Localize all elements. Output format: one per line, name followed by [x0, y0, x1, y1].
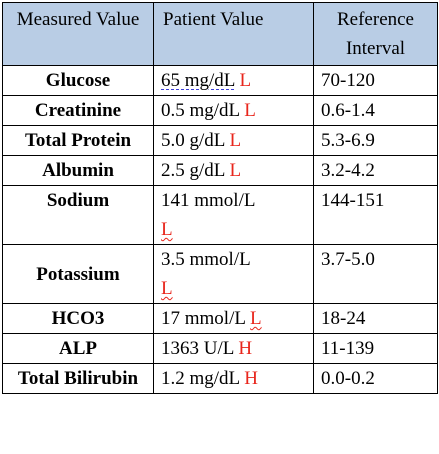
patient-value: 3.5 mmol/L — [161, 249, 251, 270]
lab-results-table: Measured Value Patient Value Reference I… — [2, 2, 438, 394]
analyte-name: Creatinine — [2, 95, 154, 126]
flag-low: L — [229, 130, 242, 151]
reference-interval: 3.7-5.0 — [313, 244, 438, 304]
patient-value-cell: 1363 U/L H — [153, 333, 314, 364]
patient-value: 2.5 g/dL — [161, 160, 225, 181]
flag-low: L — [244, 100, 256, 121]
patient-value: 5.0 g/dL — [161, 130, 225, 151]
reference-interval: 3.2-4.2 — [313, 155, 438, 186]
header-reference-interval: Reference Interval — [313, 2, 438, 66]
analyte-name: ALP — [2, 333, 154, 364]
analyte-name: Potassium — [2, 244, 154, 304]
table-row: Total Bilirubin 1.2 mg/dL H 0.0-0.2 — [2, 363, 438, 394]
table-row: Glucose 65 mg/dL L 70-120 — [2, 65, 438, 96]
analyte-name: HCO3 — [2, 303, 154, 334]
reference-interval: 70-120 — [313, 65, 438, 96]
reference-interval: 11-139 — [313, 333, 438, 364]
reference-interval: 5.3-6.9 — [313, 125, 438, 156]
flag-high: H — [244, 368, 258, 389]
analyte-name: Glucose — [2, 65, 154, 96]
flag-high: H — [238, 338, 253, 359]
header-row: Measured Value Patient Value Reference I… — [2, 2, 438, 66]
header-measured-value: Measured Value — [2, 2, 154, 66]
patient-value-cell: 17 mmol/L L — [153, 303, 314, 334]
patient-value: 1363 U/L — [161, 338, 234, 359]
patient-value-cell: 5.0 g/dL L — [153, 125, 314, 156]
table-row: Albumin 2.5 g/dL L 3.2-4.2 — [2, 155, 438, 186]
patient-value-cell: 1.2 mg/dL H — [153, 363, 314, 394]
patient-value: 17 mmol/L — [161, 308, 246, 329]
patient-value: 65 mg/dL — [161, 70, 235, 91]
patient-value: 0.5 mg/dL — [161, 100, 240, 121]
patient-value: 141 mmol/L — [161, 190, 256, 211]
patient-value-cell: 65 mg/dL L — [153, 65, 314, 96]
patient-value-cell: 2.5 g/dL L — [153, 155, 314, 186]
analyte-name: Total Bilirubin — [2, 363, 154, 394]
flag-low: L — [161, 278, 173, 299]
flag-low: L — [161, 219, 173, 240]
analyte-name: Sodium — [2, 185, 154, 245]
table-row: Creatinine 0.5 mg/dL L 0.6-1.4 — [2, 95, 438, 126]
flag-low: L — [250, 308, 262, 329]
reference-interval: 18-24 — [313, 303, 438, 334]
reference-interval: 0.6-1.4 — [313, 95, 438, 126]
table-row: Sodium 141 mmol/L L 144-151 — [2, 185, 438, 245]
patient-value: 1.2 mg/dL — [161, 368, 240, 389]
table-row: Potassium 3.5 mmol/L L 3.7-5.0 — [2, 244, 438, 304]
patient-value-cell: 3.5 mmol/L L — [153, 244, 314, 304]
patient-value-cell: 141 mmol/L L — [153, 185, 314, 245]
reference-interval: 144-151 — [313, 185, 438, 245]
analyte-name: Albumin — [2, 155, 154, 186]
reference-interval: 0.0-0.2 — [313, 363, 438, 394]
table-row: Total Protein 5.0 g/dL L 5.3-6.9 — [2, 125, 438, 156]
table-row: ALP 1363 U/L H 11-139 — [2, 333, 438, 364]
analyte-name: Total Protein — [2, 125, 154, 156]
header-patient-value: Patient Value — [153, 2, 314, 66]
table-row: HCO3 17 mmol/L L 18-24 — [2, 303, 438, 334]
patient-value-cell: 0.5 mg/dL L — [153, 95, 314, 126]
flag-low: L — [229, 160, 242, 181]
flag-low: L — [239, 70, 252, 91]
